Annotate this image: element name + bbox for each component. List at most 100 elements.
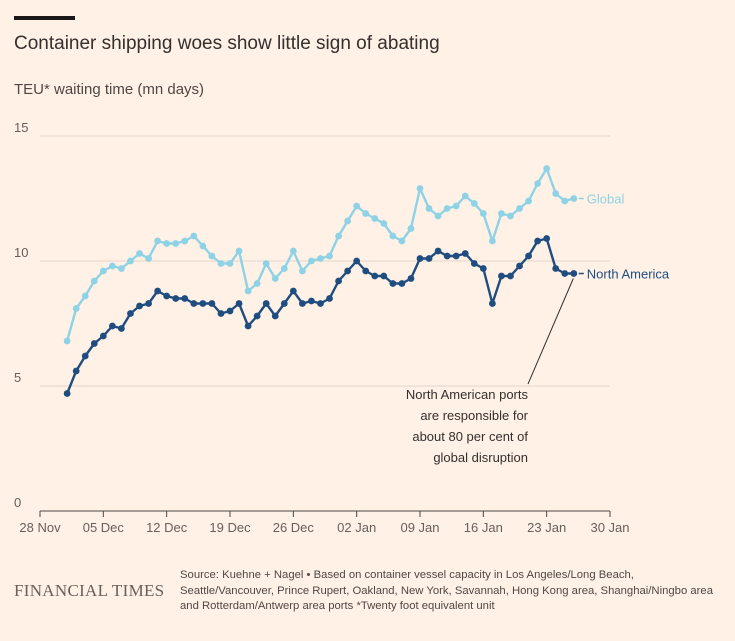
global-data-point xyxy=(380,220,388,227)
global-data-point xyxy=(217,260,225,267)
global-data-point xyxy=(190,232,198,240)
y-tick-label: 5 xyxy=(14,370,21,385)
north-america-data-point xyxy=(507,272,514,280)
north-america-data-point xyxy=(452,252,460,260)
north-america-data-point xyxy=(154,287,162,295)
north-america-data-point xyxy=(217,310,225,317)
north-america-data-point xyxy=(516,262,523,270)
global-data-point xyxy=(163,240,171,247)
global-data-point xyxy=(335,232,342,240)
brand-accent-bar xyxy=(14,16,75,20)
north-america-series-label: North America xyxy=(587,267,670,282)
north-america-data-point xyxy=(326,295,333,302)
north-america-data-point xyxy=(525,252,532,260)
x-tick-label: 16 Jan xyxy=(464,520,503,535)
global-data-point xyxy=(488,237,496,245)
global-data-point xyxy=(461,192,469,200)
global-data-point xyxy=(118,265,125,272)
north-america-data-point xyxy=(488,300,496,307)
global-data-point xyxy=(253,280,261,287)
global-data-point xyxy=(208,252,216,260)
north-america-data-point xyxy=(208,300,216,307)
x-tick-label: 02 Jan xyxy=(337,520,376,535)
annotation-text-line: are responsible for xyxy=(420,408,528,423)
north-america-data-point xyxy=(81,352,89,360)
north-america-data-point xyxy=(416,255,424,262)
north-america-data-point xyxy=(271,312,279,320)
north-america-data-point xyxy=(253,312,261,320)
x-tick-label: 30 Jan xyxy=(590,520,629,535)
north-america-data-point xyxy=(434,247,442,255)
north-america-data-point xyxy=(335,277,342,285)
x-tick-label: 26 Dec xyxy=(273,520,315,535)
global-data-point xyxy=(280,265,288,272)
global-data-point xyxy=(552,190,560,197)
global-data-point xyxy=(326,252,333,260)
global-data-point xyxy=(452,202,460,210)
north-america-data-point xyxy=(72,367,80,375)
global-series-line xyxy=(65,167,575,342)
global-data-point xyxy=(371,215,379,222)
global-data-point xyxy=(262,260,270,267)
global-data-point xyxy=(344,217,352,225)
north-america-data-point xyxy=(108,322,116,330)
global-data-point xyxy=(398,237,406,245)
global-data-point xyxy=(90,277,98,285)
global-data-point xyxy=(72,305,80,312)
north-america-data-point xyxy=(172,295,180,302)
annotation-leader-line xyxy=(527,278,574,385)
north-america-data-point xyxy=(235,300,243,307)
chart-subtitle: TEU* waiting time (mn days) xyxy=(14,81,205,98)
north-america-data-point xyxy=(407,275,415,282)
north-america-data-point xyxy=(199,300,207,307)
line-chart: 0 5 10 15 28 Nov 05 Dec 12 Dec 19 Dec 26 Dec 02 J… xyxy=(14,120,670,535)
north-america-data-point xyxy=(398,280,406,287)
north-america-data-point xyxy=(570,270,578,277)
north-america-data-point xyxy=(561,270,569,277)
x-tick-label: 23 Jan xyxy=(527,520,566,535)
global-data-point xyxy=(63,337,71,345)
global-data-point xyxy=(407,225,415,232)
north-america-data-point xyxy=(543,235,551,242)
global-data-point xyxy=(235,247,243,255)
global-data-point xyxy=(516,205,523,212)
north-america-data-point xyxy=(136,302,143,310)
annotation-text-line: North American ports xyxy=(406,387,529,402)
global-data-point xyxy=(362,210,370,217)
global-data-point xyxy=(127,257,134,265)
global-data-point xyxy=(507,212,514,220)
global-data-point xyxy=(289,247,297,255)
global-data-point xyxy=(108,262,116,270)
global-data-point xyxy=(570,195,578,202)
north-america-data-point xyxy=(190,300,198,307)
x-tick-label: 28 Nov xyxy=(19,520,61,535)
north-america-data-point xyxy=(362,267,370,275)
global-data-point xyxy=(525,197,532,205)
north-america-data-point xyxy=(425,255,433,262)
global-data-point xyxy=(389,232,397,240)
global-data-point xyxy=(561,197,569,205)
global-data-point xyxy=(172,240,180,247)
global-data-point xyxy=(99,267,107,275)
north-america-data-point xyxy=(380,272,388,280)
north-america-data-point xyxy=(163,292,171,300)
global-data-point xyxy=(353,202,361,210)
annotation-text-line: global disruption xyxy=(433,450,528,465)
x-tick-label: 12 Dec xyxy=(146,520,188,535)
north-america-data-point xyxy=(63,390,71,397)
global-data-point xyxy=(534,180,542,187)
north-america-data-point xyxy=(226,307,234,315)
north-america-data-point xyxy=(145,300,152,307)
x-tick-label: 09 Jan xyxy=(400,520,439,535)
global-data-point xyxy=(298,267,306,275)
north-america-data-point xyxy=(308,297,315,305)
global-data-point xyxy=(271,275,279,282)
x-tick-label: 19 Dec xyxy=(209,520,251,535)
y-tick-label: 10 xyxy=(14,245,28,260)
global-data-point xyxy=(181,237,189,245)
global-data-point xyxy=(199,242,207,250)
north-america-data-point xyxy=(443,252,451,260)
global-data-point xyxy=(479,210,487,217)
north-america-data-point xyxy=(461,250,469,257)
north-america-data-point xyxy=(244,322,252,330)
